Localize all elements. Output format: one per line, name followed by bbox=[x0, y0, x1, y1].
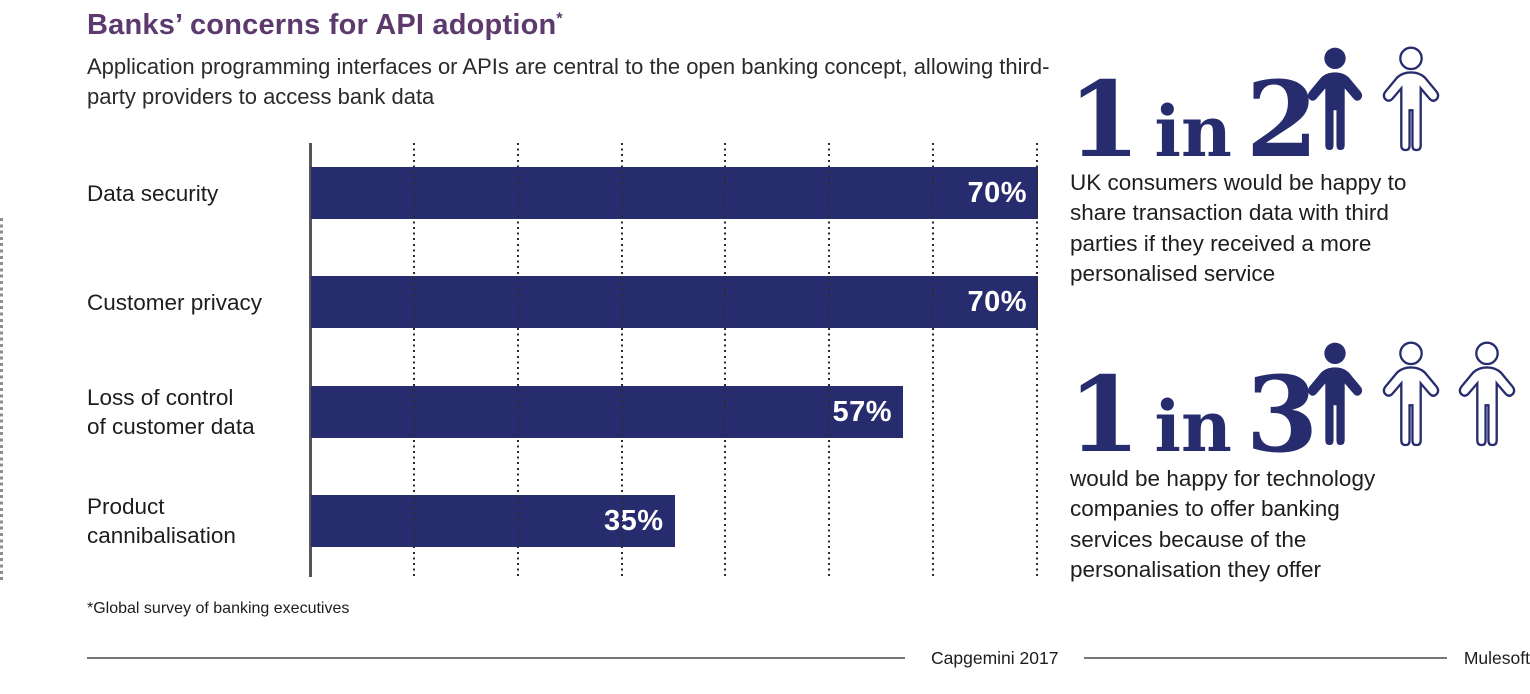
bar-value-label: 35% bbox=[603, 504, 664, 537]
fact-text-1-in-2: UK consumers would be happy to share tra… bbox=[1070, 170, 1407, 287]
ratio-numerator: 1 bbox=[1068, 58, 1141, 181]
gridline bbox=[932, 143, 935, 577]
source-capgemini: Capgemini 2017 bbox=[931, 647, 1059, 668]
ratio-denominator: 3 bbox=[1245, 353, 1319, 476]
people-icons-1-in-2 bbox=[1303, 45, 1443, 158]
person-icon-filled bbox=[1307, 47, 1363, 150]
ratio-1-in-2: 1 in 2 bbox=[1068, 68, 1318, 172]
gridline bbox=[724, 143, 727, 577]
footnote: *Global survey of banking executives bbox=[87, 600, 350, 617]
ratio-1-in-3: 1 in 3 bbox=[1068, 363, 1318, 467]
ratio-numerator: 1 bbox=[1068, 353, 1141, 476]
bar-data-security: 70% bbox=[311, 167, 1038, 219]
bar-product-cannibalisation: 35% bbox=[311, 495, 675, 547]
person-icon-filled bbox=[1307, 342, 1363, 445]
ratio-word: in bbox=[1154, 385, 1232, 468]
divider-line-right bbox=[1084, 657, 1447, 659]
chart-title: Banks’ concerns for API adoption* bbox=[87, 9, 563, 42]
bar-value-label: 70% bbox=[967, 176, 1027, 209]
person-icon-outline bbox=[1382, 341, 1440, 447]
left-dashed-divider bbox=[0, 218, 3, 582]
gridline bbox=[412, 143, 415, 577]
gridline bbox=[1036, 143, 1038, 577]
chart-subtitle: Application programming interfaces or AP… bbox=[87, 54, 1050, 109]
person-icon-outline bbox=[1382, 46, 1440, 152]
bar-customer-privacy: 70% bbox=[311, 276, 1038, 328]
chart-title-text: Banks’ concerns for API adoption bbox=[87, 9, 557, 41]
bar-value-label: 70% bbox=[967, 285, 1027, 318]
fact-text-1-in-3: would be happy for technology companies … bbox=[1070, 466, 1376, 583]
divider-line-left bbox=[87, 657, 905, 659]
gridline bbox=[620, 143, 623, 577]
category-label: Data security bbox=[87, 180, 219, 206]
bar-value-label: 57% bbox=[832, 395, 892, 428]
ratio-denominator: 2 bbox=[1245, 58, 1319, 181]
title-footnote-marker: * bbox=[556, 10, 563, 28]
gridline bbox=[828, 143, 831, 577]
bar-loss-of-control-of-customer-data: 57% bbox=[311, 386, 903, 438]
attribution-bar: Capgemini 2017 Mulesoft bbox=[87, 647, 1530, 668]
category-label: Product cannibalisation bbox=[87, 494, 236, 548]
y-axis-line bbox=[309, 143, 312, 577]
category-label: Loss of control of customer data bbox=[87, 385, 255, 439]
people-icons-1-in-3 bbox=[1303, 340, 1519, 453]
source-mulesoft: Mulesoft bbox=[1463, 647, 1530, 668]
gridline bbox=[516, 143, 519, 577]
category-label: Customer privacy bbox=[87, 289, 263, 315]
ratio-word: in bbox=[1154, 90, 1232, 173]
person-icon-outline bbox=[1458, 341, 1516, 447]
